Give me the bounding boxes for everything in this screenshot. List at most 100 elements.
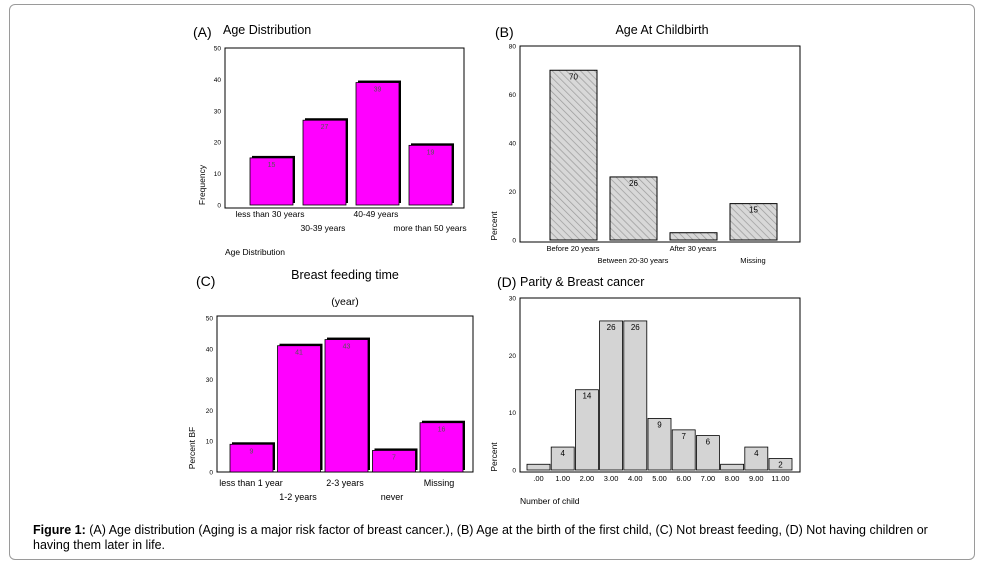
caption-text: (A) Age distribution (Aging is a major r… bbox=[33, 523, 928, 552]
bar bbox=[526, 463, 551, 471]
data-label: 70 bbox=[569, 72, 578, 81]
bar bbox=[324, 339, 369, 473]
y-tick-label: 50 bbox=[214, 46, 222, 53]
data-label: 15 bbox=[749, 206, 758, 215]
chart-b-ylabel: Percent bbox=[489, 211, 499, 241]
chart-d-ylabel: Percent bbox=[489, 442, 499, 472]
bar bbox=[229, 443, 274, 473]
x-tick-label: 9.00 bbox=[749, 474, 764, 483]
data-label: 9 bbox=[657, 420, 662, 429]
chart-c-ylabel: Percent BF bbox=[187, 427, 197, 470]
data-label: 19 bbox=[427, 149, 435, 156]
chart-breast-feeding-time: (C) Breast feeding time (year) Percent B… bbox=[187, 268, 474, 502]
y-tick-label: 40 bbox=[206, 346, 214, 353]
figure-frame bbox=[9, 4, 975, 560]
data-label: 4 bbox=[754, 449, 759, 458]
bar bbox=[550, 446, 575, 471]
x-tick-label: more than 50 years bbox=[393, 223, 466, 233]
bar bbox=[277, 345, 321, 473]
chart-age-at-childbirth: (B) Age At Childbirth Percent 0 20 40 60 80 7… bbox=[489, 23, 801, 265]
plot-area bbox=[224, 47, 465, 209]
x-tick-label: 4.00 bbox=[628, 474, 643, 483]
chart-d-xlabel: Number of child bbox=[520, 496, 580, 506]
bar bbox=[744, 446, 769, 471]
panel-label-b: (B) bbox=[495, 24, 514, 40]
x-tick-label: Missing bbox=[424, 478, 455, 488]
y-tick-label: 10 bbox=[214, 171, 222, 178]
x-tick-label: 1.00 bbox=[555, 474, 570, 483]
y-tick-label: 30 bbox=[509, 296, 517, 303]
x-tick-label: 8.00 bbox=[725, 474, 740, 483]
x-tick-label: After 30 years bbox=[670, 244, 717, 253]
y-tick-label: 0 bbox=[217, 203, 221, 210]
y-tick-label: 30 bbox=[206, 377, 214, 384]
y-tick-label: 60 bbox=[509, 92, 517, 99]
data-label: 26 bbox=[607, 323, 616, 332]
chart-a-xlabel: Age Distribution bbox=[225, 247, 285, 257]
y-tick-label: 50 bbox=[206, 316, 214, 323]
y-tick-label: 30 bbox=[214, 108, 222, 115]
data-label: 15 bbox=[268, 162, 276, 169]
panel-label-d: (D) bbox=[497, 274, 516, 290]
x-tick-label: .00 bbox=[533, 474, 543, 483]
data-label: 26 bbox=[629, 179, 638, 188]
y-tick-label: 20 bbox=[214, 140, 222, 147]
chart-c-title: Breast feeding time bbox=[291, 268, 399, 282]
y-tick-label: 10 bbox=[509, 410, 517, 417]
bar bbox=[419, 422, 464, 473]
chart-c-subtitle: (year) bbox=[331, 296, 358, 308]
y-tick-label: 0 bbox=[512, 468, 516, 475]
bar bbox=[720, 463, 744, 471]
plot-area bbox=[519, 297, 801, 473]
x-tick-label: 2.00 bbox=[580, 474, 595, 483]
x-tick-label: Missing bbox=[740, 256, 765, 265]
panel-label-a: (A) bbox=[193, 24, 212, 40]
x-tick-label: 40-49 years bbox=[354, 209, 399, 219]
bar bbox=[669, 232, 718, 241]
bar bbox=[355, 82, 400, 206]
bar bbox=[372, 450, 416, 473]
data-label: 6 bbox=[706, 438, 711, 447]
bar bbox=[609, 176, 658, 241]
data-label: 39 bbox=[374, 87, 382, 94]
chart-a-ylabel: Frequency bbox=[197, 164, 207, 205]
x-tick-label: 7.00 bbox=[701, 474, 716, 483]
x-tick-label: Between 20-30 years bbox=[598, 256, 669, 265]
data-label: 2 bbox=[778, 461, 783, 470]
chart-b-title: Age At Childbirth bbox=[615, 23, 708, 37]
y-tick-label: 20 bbox=[509, 353, 517, 360]
data-label: 14 bbox=[582, 392, 591, 401]
chart-d-title: Parity & Breast cancer bbox=[520, 275, 644, 289]
figure-caption: Figure 1: (A) Age distribution (Aging is… bbox=[33, 523, 963, 553]
chart-a-title: Age Distribution bbox=[223, 23, 311, 37]
data-label: 27 bbox=[321, 124, 329, 131]
y-tick-label: 80 bbox=[509, 44, 517, 51]
bar bbox=[249, 157, 294, 206]
x-tick-label: 3.00 bbox=[604, 474, 619, 483]
x-tick-label: 1-2 years bbox=[279, 492, 317, 502]
data-label: 26 bbox=[631, 323, 640, 332]
bar bbox=[549, 69, 598, 241]
y-tick-label: 20 bbox=[509, 189, 517, 196]
x-tick-label: 2-3 years bbox=[326, 478, 364, 488]
plot-area bbox=[519, 45, 801, 243]
x-tick-label: 30-39 years bbox=[301, 223, 346, 233]
y-tick-label: 40 bbox=[214, 77, 222, 84]
x-tick-label: never bbox=[381, 492, 404, 502]
x-tick-label: 5.00 bbox=[652, 474, 667, 483]
x-tick-label: less than 1 year bbox=[219, 478, 283, 488]
bar bbox=[768, 458, 793, 471]
caption-label: Figure 1: bbox=[33, 523, 86, 537]
bar bbox=[647, 417, 672, 471]
data-label: 9 bbox=[250, 448, 254, 455]
bar bbox=[302, 119, 347, 206]
data-label: 43 bbox=[343, 344, 351, 351]
x-tick-label: 6.00 bbox=[676, 474, 691, 483]
x-tick-label: Before 20 years bbox=[547, 244, 600, 253]
bar bbox=[575, 389, 599, 471]
bar bbox=[623, 320, 648, 471]
bar bbox=[599, 320, 623, 471]
panel-label-c: (C) bbox=[196, 273, 215, 289]
x-tick-label: less than 30 years bbox=[236, 209, 305, 219]
